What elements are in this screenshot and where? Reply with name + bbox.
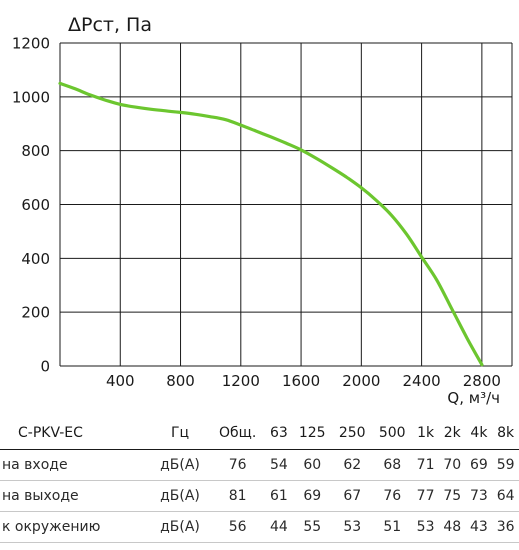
chart-grid xyxy=(59,42,513,367)
x-tick-label: 2000 xyxy=(342,372,380,390)
table-cell: 53 xyxy=(332,511,373,543)
table-cell: 76 xyxy=(372,480,413,512)
y-tick-label: 800 xyxy=(21,142,50,160)
row-label: на выходе xyxy=(0,480,151,512)
x-tick-label: 800 xyxy=(166,372,195,390)
table-cell: 75 xyxy=(438,480,466,512)
row-unit: дБ(А) xyxy=(150,480,210,512)
x-tick-label: 400 xyxy=(106,372,135,390)
table-row: на выходе дБ(А) 81 61 69 67 76 77 75 73 … xyxy=(0,480,519,512)
x-axis-label: Q, м³/ч xyxy=(447,389,500,407)
table-cell: 43 xyxy=(465,511,493,543)
table-cell: 51 xyxy=(372,511,413,543)
table-cell: 61 xyxy=(265,480,293,512)
x-tick-label: 1200 xyxy=(222,372,260,390)
x-axis-ticks: 400 800 1200 1600 2000 2400 2800 xyxy=(106,372,501,390)
col-header: Общ. xyxy=(209,417,266,450)
table-cell: 68 xyxy=(372,449,413,481)
table-cell: 53 xyxy=(412,511,439,543)
pressure-flow-chart: ΔPст, Па 0 200 400 600 800 1000 1200 400 800 120… xyxy=(12,14,513,407)
table-cell: 55 xyxy=(292,511,333,543)
table-cell: 44 xyxy=(265,511,293,543)
col-header: 8k xyxy=(492,417,519,450)
table-cell: 81 xyxy=(209,480,266,512)
table-cell: 54 xyxy=(265,449,293,481)
table-cell: 69 xyxy=(465,449,493,481)
x-tick-label: 2400 xyxy=(403,372,441,390)
noise-table: C-PKV-EC Гц Общ. 63 125 250 500 1k 2k 4k… xyxy=(0,417,519,543)
model-name: C-PKV-EC xyxy=(0,417,151,450)
table-cell: 67 xyxy=(332,480,373,512)
x-tick-label: 2800 xyxy=(463,372,501,390)
col-header: 500 xyxy=(372,417,413,450)
table-cell: 77 xyxy=(412,480,439,512)
y-tick-label: 1000 xyxy=(12,88,50,106)
table-cell: 60 xyxy=(292,449,333,481)
col-header: 2k xyxy=(438,417,466,450)
table-cell: 71 xyxy=(412,449,439,481)
noise-table-header: C-PKV-EC Гц Общ. 63 125 250 500 1k 2k 4k… xyxy=(0,417,519,450)
col-header: 250 xyxy=(332,417,373,450)
table-cell: 76 xyxy=(209,449,266,481)
table-cell: 62 xyxy=(332,449,373,481)
pressure-curve xyxy=(58,81,484,367)
table-cell: 69 xyxy=(292,480,333,512)
y-axis-ticks: 0 200 400 600 800 1000 1200 xyxy=(12,35,50,376)
x-tick-label: 1600 xyxy=(282,372,320,390)
y-tick-label: 600 xyxy=(21,196,50,214)
col-header: 63 xyxy=(265,417,293,450)
y-tick-label: 200 xyxy=(21,304,50,322)
col-header: 1k xyxy=(412,417,439,450)
table-cell: 36 xyxy=(492,511,519,543)
table-cell: 64 xyxy=(492,480,519,512)
row-unit: дБ(А) xyxy=(150,449,210,481)
col-header: 125 xyxy=(292,417,333,450)
table-cell: 70 xyxy=(438,449,466,481)
unit-header: Гц xyxy=(150,417,210,450)
y-tick-label: 1200 xyxy=(12,35,50,53)
table-row: на входе дБ(А) 76 54 60 62 68 71 70 69 5… xyxy=(0,449,519,481)
col-header: 4k xyxy=(465,417,493,450)
table-cell: 56 xyxy=(209,511,266,543)
row-label: на входе xyxy=(0,449,151,481)
y-tick-label: 0 xyxy=(40,358,50,376)
table-cell: 73 xyxy=(465,480,493,512)
table-row: к окружению дБ(А) 56 44 55 53 51 53 48 4… xyxy=(0,511,519,543)
table-cell: 59 xyxy=(492,449,519,481)
y-tick-label: 400 xyxy=(21,250,50,268)
row-unit: дБ(А) xyxy=(150,511,210,543)
chart-title: ΔPст, Па xyxy=(68,14,152,36)
row-label: к окружению xyxy=(0,511,151,543)
table-cell: 48 xyxy=(438,511,466,543)
